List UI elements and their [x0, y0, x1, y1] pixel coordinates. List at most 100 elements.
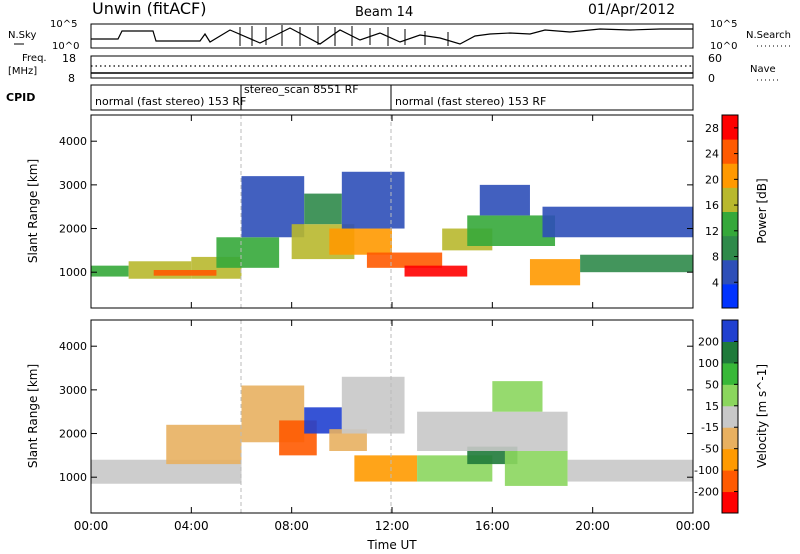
velocity-colorbar-tick-label: 50 — [705, 378, 719, 391]
cpid-mode-1: normal (fast stereo) 153 RF — [95, 95, 246, 108]
power-colorbar-tick-label: 12 — [705, 225, 719, 238]
velocity-cell — [329, 429, 367, 451]
power-colorbar-segment — [722, 283, 738, 309]
freq-label: Freq. — [22, 53, 47, 64]
power-colorbar-label: Power [dB] — [755, 178, 769, 243]
velocity-xtick-label: 00:00 — [676, 519, 711, 533]
power-colorbar: 4 8 12 16 20 24 28 — [705, 114, 739, 309]
power-colorbar-tick-label: 4 — [712, 276, 719, 289]
velocity-x-axis: 00:00 04:00 08:00 12:00 16:00 20:00 00:00 — [74, 320, 711, 533]
power-cell — [580, 254, 693, 273]
frequency-panel: Freq. [MHz] 18 8 60 0 Nave — [8, 52, 780, 85]
noise-right-tick-top: 10^5 — [710, 19, 737, 30]
power-colorbar-segment — [722, 139, 738, 164]
power-colorbar-tick-label: 16 — [705, 199, 719, 212]
velocity-colorbar-frame — [721, 319, 739, 514]
power-cell — [329, 228, 392, 255]
velocity-colorbar-segment — [722, 405, 738, 428]
nave-label: Nave — [750, 64, 776, 75]
nave-tick-top: 60 — [708, 52, 722, 65]
power-ylabel: Slant Range [km] — [26, 159, 40, 263]
noise-sky-bursts — [239, 25, 449, 46]
power-colorbar-segment — [722, 259, 738, 285]
power-ytick-label: 3000 — [59, 179, 87, 192]
power-cell — [467, 215, 556, 246]
velocity-colorbar-label: Velocity [m s^-1] — [755, 364, 769, 468]
velocity-cell — [166, 424, 242, 465]
velocity-colorbar-tick-label: 200 — [698, 335, 719, 348]
velocity-colorbar-tick-label: 15 — [705, 400, 719, 413]
velocity-xtick-label: 16:00 — [475, 519, 510, 533]
power-ytick-label: 1000 — [59, 266, 87, 279]
power-colorbar-tick-label: 8 — [712, 251, 719, 264]
cpid-label: CPID — [6, 91, 35, 104]
power-heatmap — [91, 171, 693, 286]
velocity-colorbar-tick-label: -50 — [701, 443, 719, 456]
velocity-xtick-label: 04:00 — [174, 519, 209, 533]
beam-title: Beam 14 — [355, 5, 413, 20]
x-axis-label: Time UT — [366, 538, 417, 552]
velocity-colorbar-segment — [722, 427, 738, 450]
power-cell — [153, 270, 217, 276]
freq-tick-bottom: 8 — [68, 72, 75, 85]
velocity-heatmap — [91, 376, 693, 486]
freq-unit-label: [MHz] — [8, 66, 37, 77]
power-cell — [404, 265, 468, 277]
velocity-colorbar-segment — [722, 320, 738, 342]
velocity-colorbar-segment — [722, 491, 738, 514]
velocity-cell — [567, 459, 693, 482]
velocity-ytick-label: 1000 — [59, 471, 87, 484]
velocity-cell — [354, 455, 418, 482]
velocity-colorbar-segment — [722, 341, 738, 364]
power-cell — [529, 259, 581, 286]
velocity-y-axis: 1000 2000 3000 4000 — [59, 340, 693, 484]
velocity-ytick-label: 3000 — [59, 384, 87, 397]
velocity-colorbar-tick-label: -15 — [701, 421, 719, 434]
power-cell — [91, 265, 129, 277]
power-ytick-label: 4000 — [59, 135, 87, 148]
noise-left-tick-top: 10^5 — [50, 19, 77, 30]
power-x-ticks — [90, 115, 694, 308]
velocity-panel: 1000 2000 3000 4000 00:00 04:00 08:00 12:00 16:… — [26, 319, 769, 552]
cpid-panel: CPID normal (fast stereo) 153 RF stereo_… — [6, 83, 694, 111]
cpid-mode-2: stereo_scan 8551 RF — [244, 83, 359, 96]
velocity-colorbar-segment — [722, 448, 738, 471]
power-colorbar-frame — [721, 114, 739, 309]
power-panel: 1000 2000 3000 4000 Slant Range [km] 4 8 12 16… — [26, 114, 769, 309]
power-colorbar-segment — [722, 163, 738, 188]
power-colorbar-segment — [722, 211, 738, 237]
power-colorbar-tick-label: 24 — [705, 148, 719, 161]
power-cell — [341, 171, 405, 229]
velocity-colorbar-tick-label: -200 — [694, 486, 719, 499]
noise-sky-trace — [91, 27, 693, 45]
power-colorbar-segment — [722, 187, 738, 212]
velocity-cell — [504, 450, 568, 486]
power-colorbar-segment — [722, 235, 738, 261]
velocity-xtick-label: 08:00 — [274, 519, 309, 533]
power-cell — [479, 184, 530, 216]
velocity-colorbar-tick-label: 100 — [698, 357, 719, 370]
velocity-xtick-label: 00:00 — [74, 519, 109, 533]
cpid-mode-3: normal (fast stereo) 153 RF — [395, 95, 546, 108]
power-cell — [366, 252, 443, 268]
power-colorbar-tick-label: 28 — [705, 122, 719, 135]
date-title: 01/Apr/2012 — [588, 2, 675, 18]
power-ytick-label: 2000 — [59, 223, 87, 236]
velocity-ytick-label: 2000 — [59, 428, 87, 441]
power-cell — [216, 237, 280, 268]
velocity-colorbar-segment — [722, 384, 738, 407]
power-colorbar-tick-label: 20 — [705, 173, 719, 186]
station-title: Unwin (fitACF) — [92, 0, 206, 18]
velocity-cell — [417, 411, 568, 451]
velocity-ylabel: Slant Range [km] — [26, 364, 40, 468]
velocity-cell — [492, 381, 543, 412]
velocity-xtick-label: 20:00 — [575, 519, 610, 533]
power-cell — [542, 206, 693, 238]
noise-search-label: N.Search — [746, 30, 791, 41]
noise-right-tick-bottom: 10^0 — [710, 41, 737, 52]
power-y-axis: 1000 2000 3000 4000 — [59, 135, 693, 279]
power-cell — [304, 193, 342, 225]
power-colorbar-segment — [722, 115, 738, 140]
